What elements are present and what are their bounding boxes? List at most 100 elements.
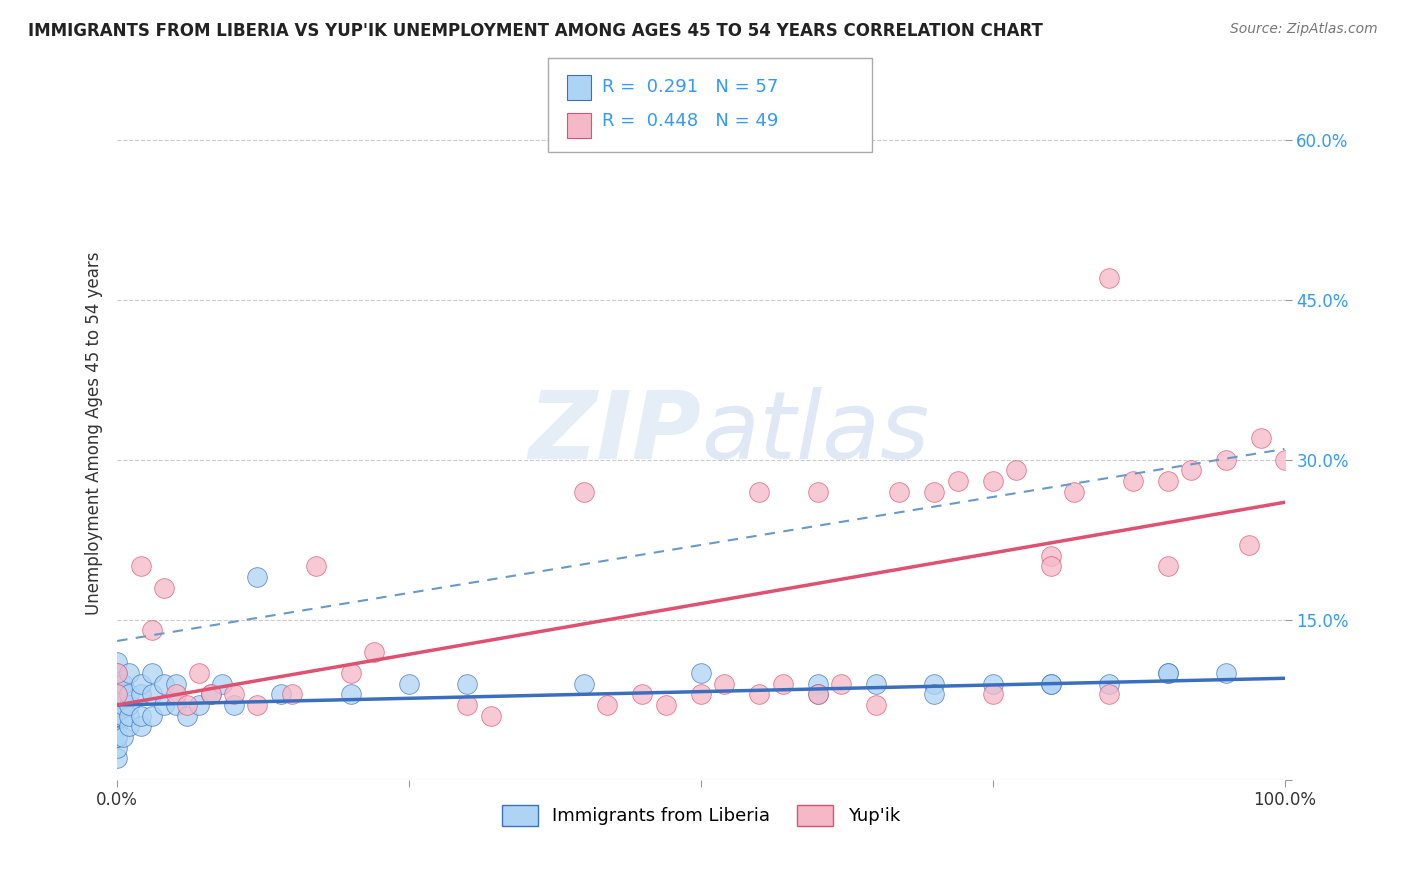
Point bbox=[105, 665, 128, 680]
Point bbox=[865, 676, 887, 690]
Point bbox=[129, 708, 152, 723]
Point bbox=[141, 665, 163, 680]
Point bbox=[713, 676, 735, 690]
Point bbox=[981, 687, 1004, 701]
Point bbox=[572, 484, 595, 499]
Point bbox=[187, 698, 209, 712]
Point bbox=[924, 676, 946, 690]
Point bbox=[105, 708, 128, 723]
Point bbox=[165, 698, 187, 712]
Point bbox=[924, 484, 946, 499]
Point bbox=[105, 687, 128, 701]
Point bbox=[748, 484, 770, 499]
Point bbox=[200, 687, 222, 701]
Point bbox=[281, 687, 304, 701]
Text: atlas: atlas bbox=[700, 387, 929, 478]
Point bbox=[1005, 463, 1028, 477]
Point bbox=[806, 676, 828, 690]
Point bbox=[165, 676, 187, 690]
Point bbox=[165, 687, 187, 701]
Point bbox=[689, 687, 711, 701]
Text: Source: ZipAtlas.com: Source: ZipAtlas.com bbox=[1230, 22, 1378, 37]
Y-axis label: Unemployment Among Ages 45 to 54 years: Unemployment Among Ages 45 to 54 years bbox=[86, 252, 103, 615]
Point bbox=[596, 698, 619, 712]
Point bbox=[339, 687, 361, 701]
Point bbox=[1040, 559, 1063, 574]
Point bbox=[112, 698, 135, 712]
Point bbox=[572, 676, 595, 690]
Point bbox=[981, 676, 1004, 690]
Text: IMMIGRANTS FROM LIBERIA VS YUP'IK UNEMPLOYMENT AMONG AGES 45 TO 54 YEARS CORRELA: IMMIGRANTS FROM LIBERIA VS YUP'IK UNEMPL… bbox=[28, 22, 1043, 40]
Point bbox=[689, 665, 711, 680]
Point bbox=[112, 687, 135, 701]
Point bbox=[222, 698, 245, 712]
Point bbox=[1157, 559, 1180, 574]
Point bbox=[105, 730, 128, 744]
Point bbox=[246, 570, 269, 584]
Point bbox=[1063, 484, 1085, 499]
Point bbox=[806, 687, 828, 701]
Point bbox=[1250, 431, 1272, 445]
Point bbox=[1122, 474, 1144, 488]
Text: R =  0.448   N = 49: R = 0.448 N = 49 bbox=[602, 112, 778, 129]
Point bbox=[118, 698, 141, 712]
Point bbox=[1098, 676, 1121, 690]
Point bbox=[1215, 452, 1237, 467]
Point bbox=[830, 676, 852, 690]
Point bbox=[456, 698, 478, 712]
Point bbox=[1098, 271, 1121, 285]
Point bbox=[246, 698, 269, 712]
Point bbox=[153, 581, 176, 595]
Point bbox=[981, 474, 1004, 488]
Point bbox=[105, 740, 128, 755]
Point bbox=[118, 708, 141, 723]
Point bbox=[1040, 676, 1063, 690]
Point bbox=[1274, 452, 1296, 467]
Point bbox=[1040, 549, 1063, 563]
Point bbox=[105, 676, 128, 690]
Point bbox=[772, 676, 794, 690]
Point bbox=[105, 719, 128, 733]
Point bbox=[105, 751, 128, 765]
Point bbox=[118, 687, 141, 701]
Point bbox=[1157, 474, 1180, 488]
Legend: Immigrants from Liberia, Yup'ik: Immigrants from Liberia, Yup'ik bbox=[495, 797, 907, 833]
Point bbox=[176, 708, 198, 723]
Point bbox=[1157, 665, 1180, 680]
Point bbox=[112, 676, 135, 690]
Point bbox=[141, 687, 163, 701]
Point bbox=[105, 655, 128, 669]
Point bbox=[398, 676, 420, 690]
Point bbox=[865, 698, 887, 712]
Point bbox=[363, 645, 385, 659]
Point bbox=[153, 698, 176, 712]
Point bbox=[105, 708, 128, 723]
Text: ZIP: ZIP bbox=[529, 387, 700, 479]
Point bbox=[129, 676, 152, 690]
Point bbox=[112, 730, 135, 744]
Point bbox=[129, 719, 152, 733]
Point bbox=[141, 708, 163, 723]
Point bbox=[1098, 687, 1121, 701]
Point bbox=[456, 676, 478, 690]
Point bbox=[479, 708, 502, 723]
Point bbox=[946, 474, 969, 488]
Point bbox=[631, 687, 654, 701]
Point bbox=[304, 559, 326, 574]
Point bbox=[339, 665, 361, 680]
Point bbox=[1040, 676, 1063, 690]
Point bbox=[153, 676, 176, 690]
Point bbox=[187, 665, 209, 680]
Text: R =  0.291   N = 57: R = 0.291 N = 57 bbox=[602, 78, 778, 96]
Point bbox=[222, 687, 245, 701]
Point bbox=[889, 484, 911, 499]
Point bbox=[1239, 538, 1261, 552]
Point bbox=[1157, 665, 1180, 680]
Point bbox=[129, 559, 152, 574]
Point bbox=[105, 730, 128, 744]
Point bbox=[105, 665, 128, 680]
Point bbox=[748, 687, 770, 701]
Point bbox=[141, 624, 163, 638]
Point bbox=[806, 484, 828, 499]
Point bbox=[118, 719, 141, 733]
